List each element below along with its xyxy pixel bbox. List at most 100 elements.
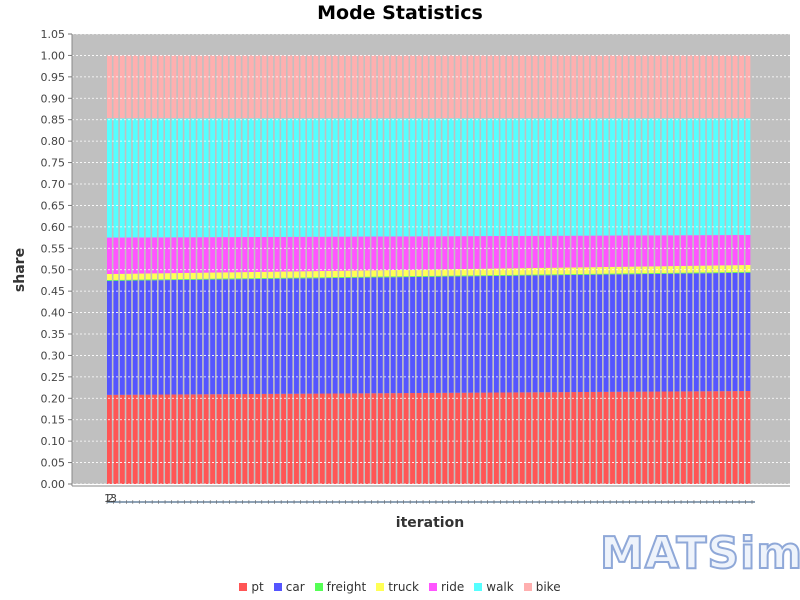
bar-segment-pt bbox=[442, 392, 448, 484]
bar-segment-ride bbox=[713, 235, 719, 266]
bar-segment-ride bbox=[635, 235, 641, 267]
bar-segment-bike bbox=[197, 55, 203, 119]
bar-segment-walk bbox=[132, 118, 138, 238]
bar-segment-walk bbox=[190, 118, 196, 238]
bar-segment-pt bbox=[423, 392, 428, 484]
bar-segment-walk bbox=[306, 118, 312, 237]
bar-segment-truck bbox=[313, 271, 319, 278]
bar-segment-bike bbox=[210, 55, 216, 119]
bar-segment-pt bbox=[603, 391, 609, 484]
bar-segment-pt bbox=[461, 392, 467, 484]
bar-segment-walk bbox=[558, 118, 564, 236]
bar-segment-truck bbox=[384, 270, 390, 277]
bar-segment-truck bbox=[558, 267, 564, 275]
bar-segment-walk bbox=[326, 118, 332, 237]
bar-segment-freight bbox=[255, 278, 261, 279]
bar-segment-walk bbox=[287, 118, 293, 237]
bar-segment-pt bbox=[319, 393, 325, 484]
bar-segment-car bbox=[313, 278, 319, 394]
y-tick-label: 0.55 bbox=[41, 242, 66, 255]
bar-segment-car bbox=[648, 273, 654, 392]
bar-segment-car bbox=[726, 272, 732, 392]
bar-segment-freight bbox=[577, 273, 583, 275]
bar-segment-ride bbox=[184, 237, 190, 273]
bar-segment-truck bbox=[571, 267, 577, 275]
bar-segment-ride bbox=[564, 235, 570, 268]
bar-segment-freight bbox=[326, 277, 332, 279]
bar-segment-truck bbox=[494, 268, 499, 276]
bar-segment-pt bbox=[236, 394, 241, 484]
bar-segment-pt bbox=[577, 392, 583, 484]
bar-segment-bike bbox=[274, 55, 280, 119]
bar-segment-truck bbox=[435, 269, 441, 276]
bar-segment-truck bbox=[390, 270, 396, 277]
bar-segment-walk bbox=[674, 118, 680, 236]
bar-segment-ride bbox=[306, 236, 312, 272]
bar-segment-walk bbox=[461, 118, 467, 237]
bar-segment-bike bbox=[255, 55, 261, 119]
bar-segment-car bbox=[732, 272, 738, 392]
bar-segment-bike bbox=[423, 55, 428, 119]
bar-segment-ride bbox=[216, 237, 222, 273]
bar-segment-car bbox=[384, 277, 390, 394]
bar-segment-truck bbox=[474, 268, 480, 276]
bar-segment-ride bbox=[513, 235, 519, 269]
bar-segment-walk bbox=[448, 118, 454, 237]
bar-segment-pt bbox=[255, 393, 261, 484]
bar-segment-truck bbox=[423, 269, 428, 276]
bar-segment-bike bbox=[545, 55, 551, 119]
bar-segment-bike bbox=[487, 55, 493, 119]
bar-segment-truck bbox=[274, 271, 280, 278]
bar-segment-bike bbox=[739, 55, 744, 119]
bar-segment-pt bbox=[313, 393, 319, 484]
bar-segment-walk bbox=[371, 118, 377, 237]
bar-segment-ride bbox=[623, 235, 628, 267]
bar-segment-pt bbox=[377, 393, 383, 484]
bar-segment-pt bbox=[261, 393, 267, 484]
bar-segment-ride bbox=[197, 237, 203, 273]
bar-segment-truck bbox=[700, 265, 706, 273]
bar-segment-ride bbox=[416, 236, 422, 270]
bar-segment-bike bbox=[448, 55, 454, 119]
bar-segment-freight bbox=[223, 278, 228, 280]
bar-segment-truck bbox=[326, 270, 332, 278]
bar-segment-truck bbox=[506, 268, 512, 275]
bar-segment-ride bbox=[687, 235, 693, 266]
bar-segment-car bbox=[635, 274, 641, 392]
bar-segment-ride bbox=[629, 235, 635, 267]
bar-segment-bike bbox=[584, 55, 590, 119]
bar-segment-bike bbox=[539, 55, 544, 119]
bar-segment-car bbox=[248, 279, 254, 394]
bar-segment-pt bbox=[571, 392, 577, 484]
bar-segment-walk bbox=[487, 118, 493, 237]
y-tick-label: 0.10 bbox=[41, 435, 66, 448]
bar-segment-truck bbox=[539, 267, 544, 275]
bar-segment-truck bbox=[281, 271, 286, 278]
bar-segment-walk bbox=[313, 118, 319, 237]
bar-segment-bike bbox=[655, 55, 661, 119]
bar-segment-freight bbox=[377, 276, 383, 278]
bar-segment-freight bbox=[287, 277, 293, 279]
bar-segment-freight bbox=[384, 276, 390, 278]
bar-segment-car bbox=[274, 278, 280, 394]
bar-segment-car bbox=[397, 277, 403, 394]
bar-segment-bike bbox=[145, 55, 151, 119]
bar-segment-pt bbox=[165, 394, 170, 484]
y-tick-label: 0.35 bbox=[41, 328, 66, 341]
bar-segment-truck bbox=[132, 273, 138, 280]
bar-segment-freight bbox=[584, 273, 590, 275]
bar-segment-bike bbox=[397, 55, 403, 119]
bar-segment-ride bbox=[390, 236, 396, 270]
bar-segment-car bbox=[474, 276, 480, 393]
bar-segment-freight bbox=[610, 273, 615, 275]
bar-segment-bike bbox=[661, 55, 667, 119]
legend-swatch bbox=[376, 583, 385, 591]
bar-segment-ride bbox=[126, 237, 132, 274]
bar-segment-bike bbox=[403, 55, 409, 119]
bar-segment-car bbox=[519, 275, 525, 393]
bar-segment-truck bbox=[726, 265, 732, 273]
bar-segment-truck bbox=[203, 272, 209, 279]
bar-segment-freight bbox=[726, 272, 732, 273]
bar-segment-truck bbox=[610, 266, 615, 274]
bar-segment-pt bbox=[429, 392, 435, 484]
